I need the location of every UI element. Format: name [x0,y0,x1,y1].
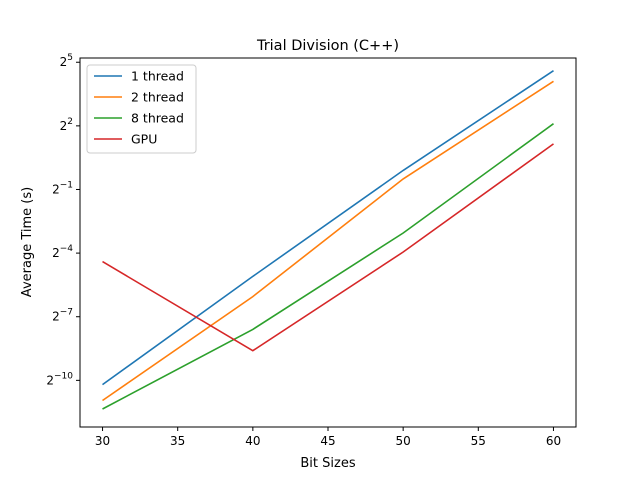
series-line-gpu [102,143,554,352]
series-line-2-thread [102,80,554,402]
x-tick-label: 50 [396,434,411,448]
series-line-8-thread [102,123,554,410]
x-tick-label: 60 [546,434,561,448]
series-layer [102,70,554,410]
y-tick-label: 22 [60,117,73,133]
x-tick-label: 55 [471,434,486,448]
y-tick-label: 2−7 [52,308,73,324]
series-line-1-thread [102,70,554,386]
y-tick-label: 25 [60,53,73,69]
legend-label-gpu: GPU [131,132,157,147]
x-tick-label: 35 [170,434,185,448]
chart-title: Trial Division (C++) [256,38,399,54]
x-tick-label: 45 [320,434,335,448]
legend: 1 thread 2 thread 8 thread GPU [86,64,197,154]
legend-box [86,64,197,154]
y-axis: 25 22 2−1 2−4 2−7 2−10 [46,53,80,387]
y-axis-label: Average Time (s) [20,187,35,297]
x-axis: 30 35 40 45 50 55 60 [95,427,561,448]
legend-label-2-thread: 2 thread [131,90,184,105]
legend-label-8-thread: 8 thread [131,111,184,126]
x-tick-label: 30 [95,434,110,448]
y-tick-label: 2−4 [52,244,73,260]
legend-label-1-thread: 1 thread [131,69,184,84]
x-axis-label: Bit Sizes [300,456,355,471]
y-tick-label: 2−1 [52,180,73,196]
x-tick-label: 40 [245,434,260,448]
y-tick-label: 2−10 [46,371,73,387]
